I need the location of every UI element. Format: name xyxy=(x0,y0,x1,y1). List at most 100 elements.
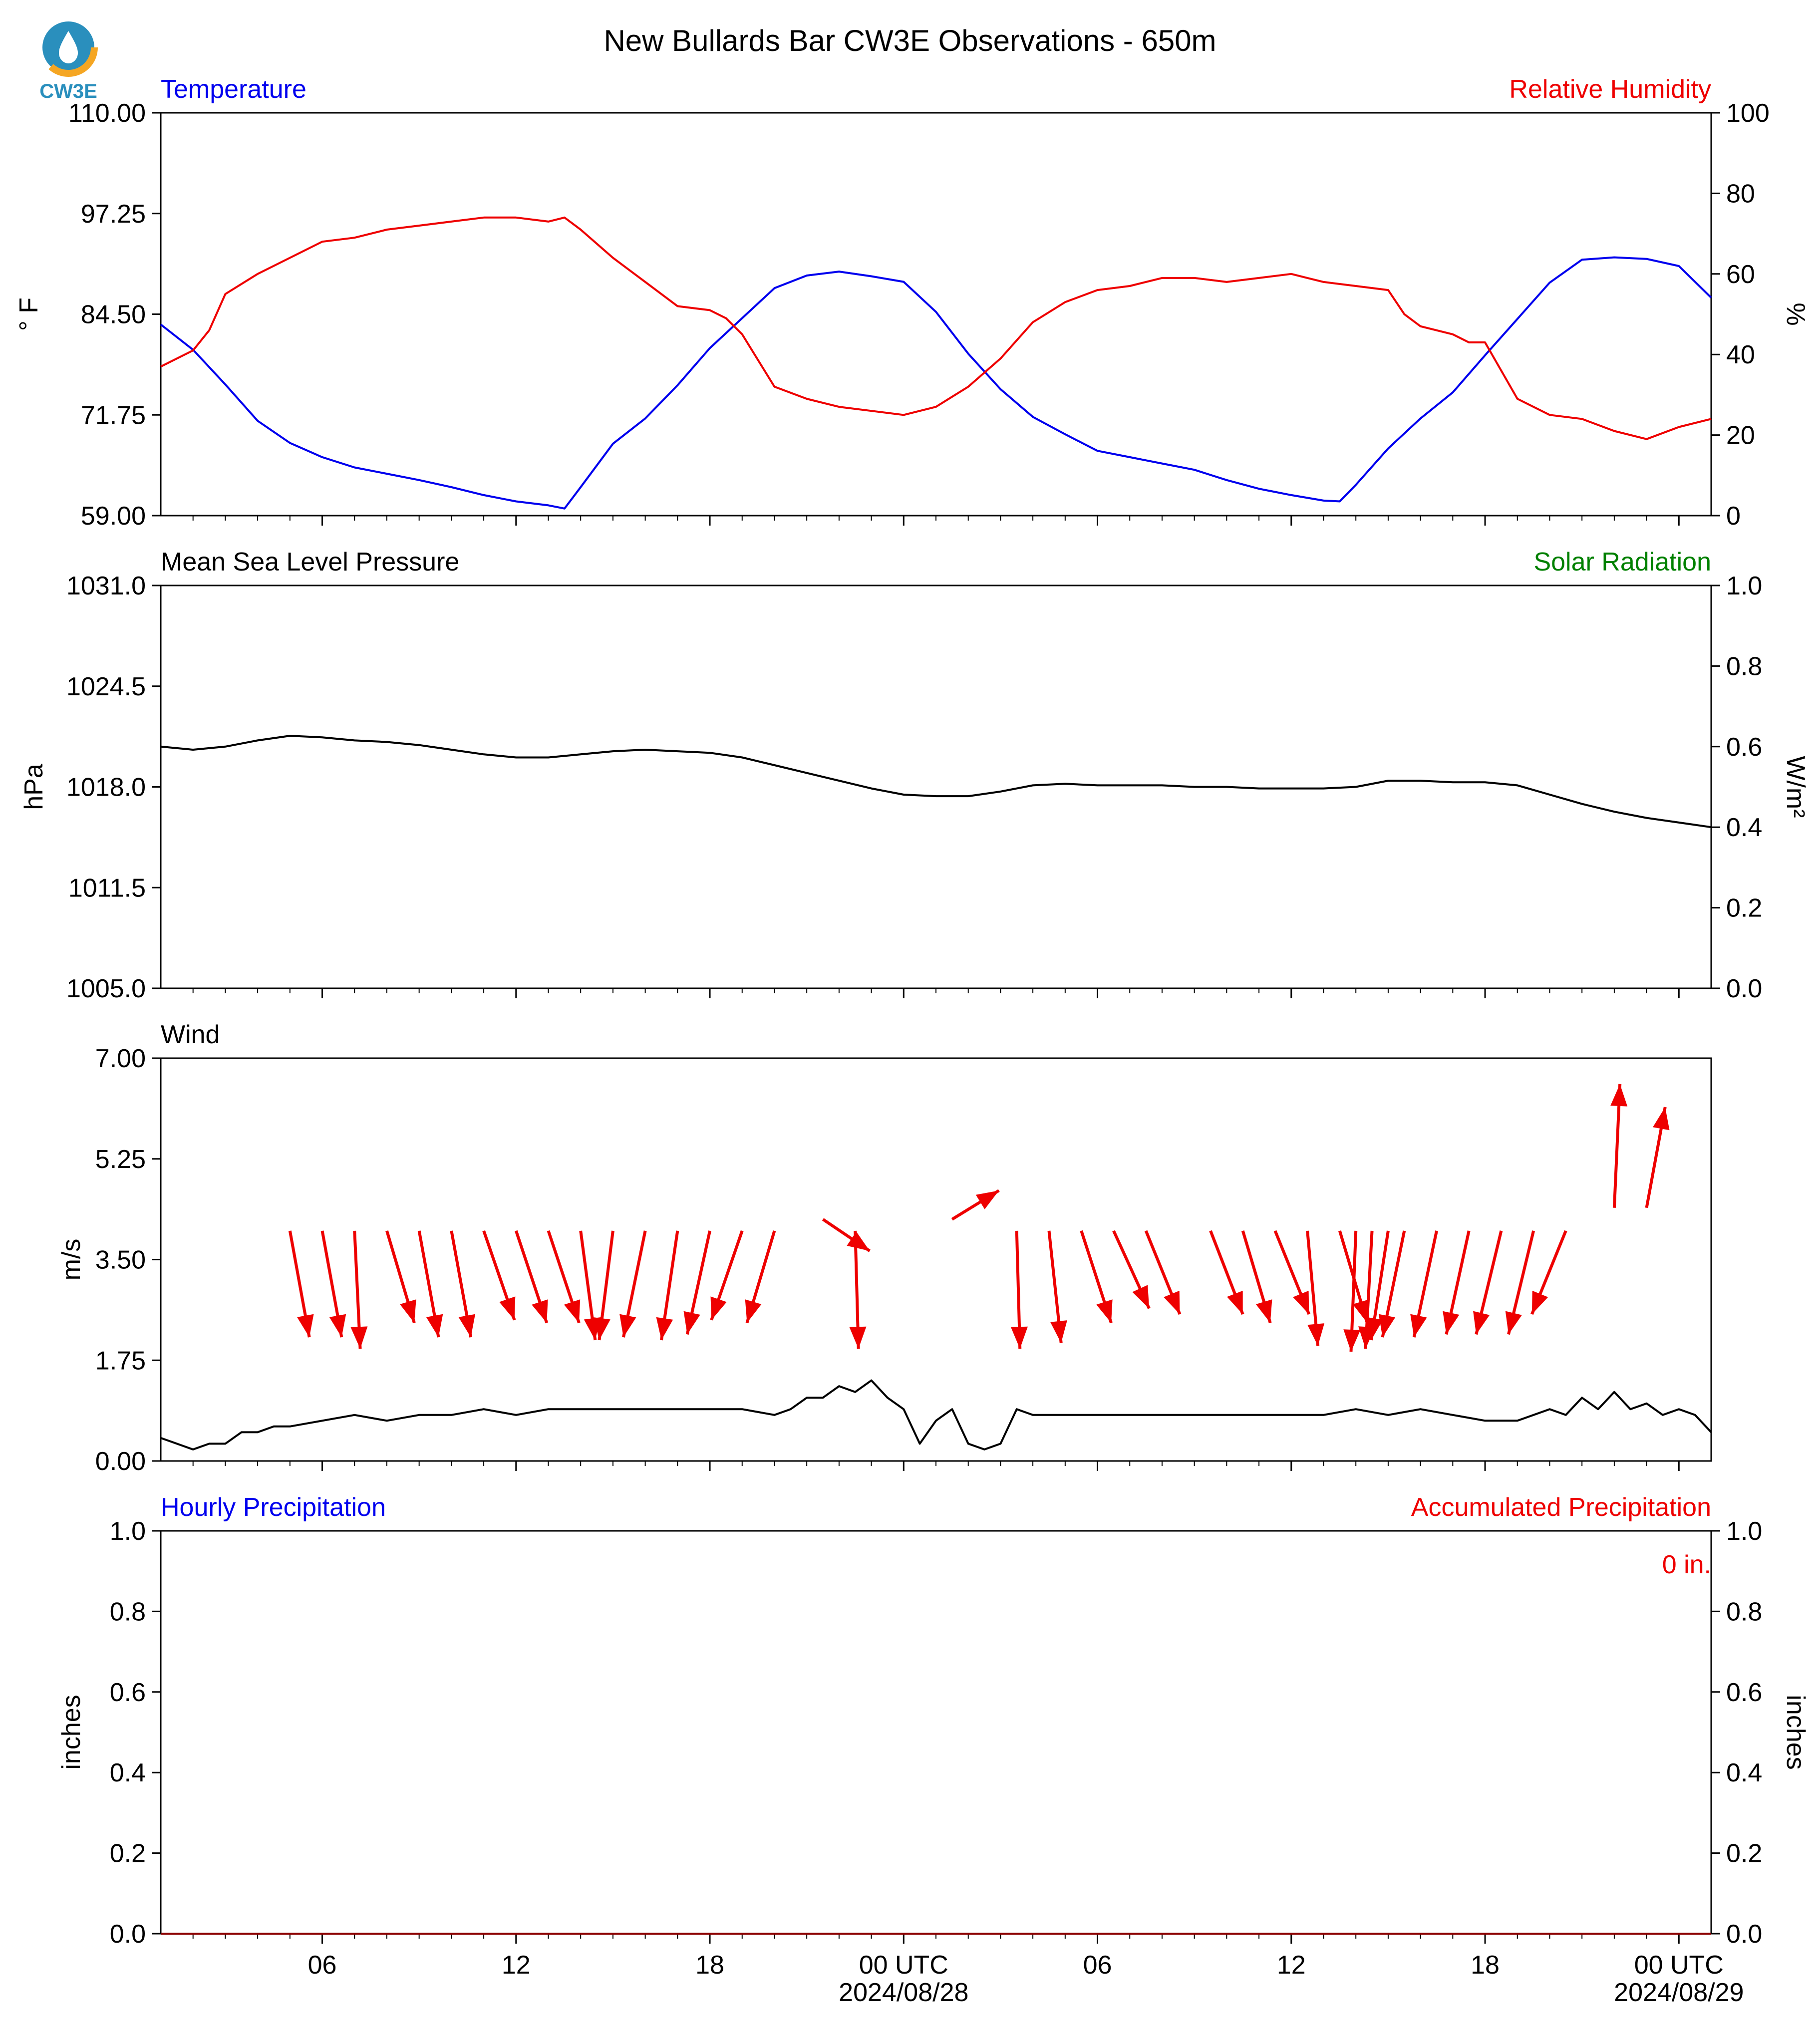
wind-arrow-head xyxy=(1050,1320,1067,1343)
wind-arrow xyxy=(1241,1230,1272,1324)
series-line-mean-sea-level-pressure xyxy=(160,735,1712,829)
panel-left-title: Mean Sea Level Pressure xyxy=(161,548,459,577)
y-right-tick-label: 40 xyxy=(1726,340,1755,369)
y-right-tick-label: 80 xyxy=(1726,179,1755,208)
y-tick-label: 84.50 xyxy=(81,300,146,329)
y-right-tick-label: 0.8 xyxy=(1726,1597,1762,1626)
panel-right-title: Solar Radiation xyxy=(1533,548,1711,577)
wind-arrow xyxy=(1306,1230,1325,1346)
y-right-tick-label: 0.4 xyxy=(1726,1758,1762,1787)
wind-arrow xyxy=(350,1230,368,1349)
wind-arrow-head xyxy=(329,1314,346,1338)
y-right-tick-label: 1.0 xyxy=(1726,572,1762,600)
wind-arrow-head xyxy=(1307,1323,1325,1346)
panel-right-title: Accumulated Precipitation xyxy=(1411,1493,1711,1522)
wind-arrow xyxy=(1473,1230,1503,1335)
y-tick-label: 1.0 xyxy=(110,1517,146,1546)
y-axis-label: inches xyxy=(57,1695,86,1769)
panel-left-title: Hourly Precipitation xyxy=(161,1493,386,1522)
wind-arrow-head xyxy=(1096,1299,1113,1323)
y-tick-label: 7.00 xyxy=(95,1044,146,1073)
y-right-tick-label: 0.0 xyxy=(1726,1920,1762,1949)
wind-arrow xyxy=(1080,1230,1113,1324)
cw3e-logo: CW3E xyxy=(39,18,98,102)
y-right-tick-label: 0.2 xyxy=(1726,1839,1762,1868)
panel-left-title: Temperature xyxy=(161,75,306,104)
y-right-tick-label: 60 xyxy=(1726,260,1755,289)
wind-arrow xyxy=(1112,1230,1151,1309)
y-tick-label: 71.75 xyxy=(81,401,146,430)
wind-arrow xyxy=(385,1230,416,1324)
wind-arrow xyxy=(683,1230,711,1335)
logo-text: CW3E xyxy=(39,80,97,102)
wind-arrow xyxy=(1530,1230,1567,1315)
wind-arrow-head xyxy=(619,1314,636,1338)
wind-arrow xyxy=(288,1230,314,1338)
wind-arrow xyxy=(656,1230,679,1341)
wind-arrow xyxy=(1378,1230,1406,1338)
y-right-tick-label: 0.6 xyxy=(1726,733,1762,762)
wind-arrow-head xyxy=(1255,1299,1272,1323)
y-tick-label: 59.00 xyxy=(81,502,146,531)
wind-arrow-head xyxy=(458,1314,475,1338)
wind-arrow-head xyxy=(1227,1290,1243,1314)
wind-arrow-head xyxy=(532,1299,548,1323)
wind-arrow-head xyxy=(499,1296,516,1320)
y-tick-label: 1024.5 xyxy=(66,672,146,701)
wind-arrow-head xyxy=(400,1299,416,1323)
wind-arrow-head xyxy=(1653,1107,1670,1131)
wind-arrow xyxy=(1343,1230,1361,1352)
wind-arrow xyxy=(1011,1230,1028,1349)
wind-arrow-head xyxy=(1473,1311,1490,1335)
wind-arrow xyxy=(745,1230,776,1324)
wind-arrow xyxy=(1209,1230,1244,1315)
y-tick-label: 97.25 xyxy=(81,200,146,229)
y-right-tick-label: 0.8 xyxy=(1726,652,1762,681)
wind-arrow-head xyxy=(350,1326,368,1349)
panel-precipitation: 0.0 0.2 0.4 0.6 0.8 1.0 0.0 0.2 0.4 0.6 0.8 1.0 Hour… xyxy=(57,1493,1810,1949)
wind-arrow xyxy=(1366,1230,1390,1341)
wind-arrow-head xyxy=(745,1299,762,1323)
panels: 59.00 71.75 84.50 97.25 110.00 0 20 40 60 80 100 Te… xyxy=(14,75,1810,2007)
wind-arrow-head xyxy=(1610,1084,1628,1107)
wind-arrow-head xyxy=(1011,1326,1028,1349)
series-line-relative-humidity xyxy=(160,216,1712,440)
wind-arrow-head xyxy=(847,1231,870,1251)
y-right-tick-label: 20 xyxy=(1726,421,1755,450)
wind-arrow-head xyxy=(1531,1290,1548,1314)
wind-arrow xyxy=(1273,1230,1311,1315)
series-line-wind xyxy=(160,1379,1712,1450)
wind-arrow-head xyxy=(975,1190,999,1209)
panel-wind: 0.00 1.75 3.50 5.25 7.00 Wind m/s xyxy=(57,1020,1712,1476)
y-right-tick-label: 0.6 xyxy=(1726,1678,1762,1707)
x-tick-label: 00 UTC xyxy=(1634,1951,1724,1980)
figure-title: New Bullards Bar CW3E Observations - 650… xyxy=(604,24,1216,57)
wind-arrow-head xyxy=(1378,1314,1396,1338)
y-tick-label: 0.0 xyxy=(110,1920,146,1949)
wind-arrow xyxy=(822,1218,871,1252)
y-right-tick-label: 0.2 xyxy=(1726,894,1762,923)
wind-arrow-head xyxy=(297,1314,314,1338)
y-right-tick-label: 0.0 xyxy=(1726,974,1762,1003)
x-tick-label: 12 xyxy=(502,1951,531,1980)
y-tick-label: 0.2 xyxy=(110,1839,146,1868)
x-tick-label: 18 xyxy=(1471,1951,1500,1980)
wind-arrow-head xyxy=(564,1299,581,1323)
wind-arrow xyxy=(1144,1230,1182,1315)
panel-right-title: Relative Humidity xyxy=(1509,75,1711,104)
wind-arrow xyxy=(710,1230,744,1321)
wind-arrow xyxy=(1443,1230,1471,1335)
wind-arrow-head xyxy=(1293,1290,1309,1314)
y-tick-label: 0.8 xyxy=(110,1597,146,1626)
wind-arrow xyxy=(450,1230,475,1338)
y-tick-label: 110.00 xyxy=(68,99,146,128)
y-tick-label: 1031.0 xyxy=(66,572,146,600)
wind-arrow xyxy=(1047,1230,1067,1343)
y-axis-label: hPa xyxy=(19,764,48,810)
wind-arrow-head xyxy=(426,1314,443,1338)
wind-arrow-head xyxy=(1132,1285,1150,1309)
wind-arrow xyxy=(1505,1230,1535,1335)
y-tick-label: 1005.0 xyxy=(66,974,146,1003)
x-tick-label: 00 UTC xyxy=(859,1951,948,1980)
